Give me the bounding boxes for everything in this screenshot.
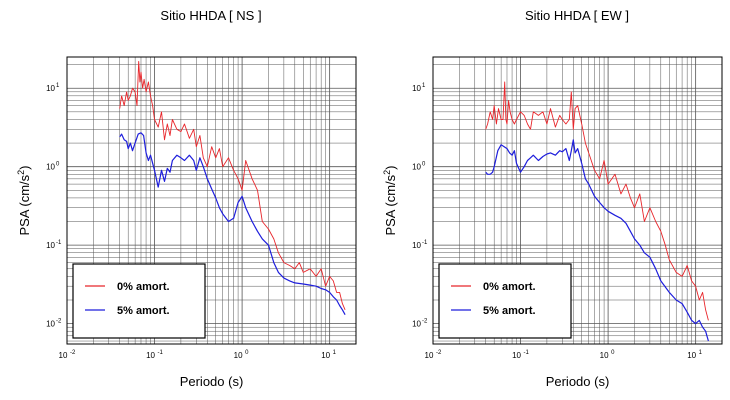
legend-label-undamped: 0% amort. <box>117 281 170 293</box>
x-tick-label: 10 <box>600 351 609 360</box>
x-tick-label: 10 <box>234 351 243 360</box>
y-tick-label: 10 <box>46 320 55 329</box>
x-tick-label: 10 <box>512 351 521 360</box>
x-axis-label: Periodo (s) <box>180 374 244 389</box>
series-line-damped <box>485 139 709 342</box>
y-tick-label: 10 <box>46 241 55 250</box>
x-tick-label: 10 <box>425 351 434 360</box>
legend-label-damped: 5% amort. <box>483 305 536 317</box>
chart-title: Sitio HHDA [ NS ] <box>160 8 261 23</box>
y-tick-exponent: -2 <box>56 319 62 325</box>
tick-labels: 10 -2 10 -1 10 0 10 110 -210 -110 010 1 <box>412 83 703 360</box>
y-axis-label: PSA (cm/s2) <box>382 165 398 235</box>
plot-frame <box>66 56 357 345</box>
y-tick-label: 10 <box>412 163 421 172</box>
x-tick-exponent: -1 <box>524 350 530 356</box>
legend: 0% amort. 5% amort. <box>72 263 206 339</box>
x-tick-exponent: -1 <box>158 350 164 356</box>
y-tick-exponent: 0 <box>422 162 426 168</box>
tick-labels: 10 -2 10 -1 10 0 10 110 -210 -110 010 1 <box>46 83 337 360</box>
x-tick-label: 10 <box>687 351 696 360</box>
series-line-undamped <box>119 60 346 310</box>
x-tick-label: 10 <box>146 351 155 360</box>
plot-frame <box>432 56 723 345</box>
x-axis-label: Periodo (s) <box>546 374 610 389</box>
chart-panel-ew: Sitio HHDA [ EW ] 10 -2 10 -1 10 0 10 110 -210 -1… <box>382 8 723 389</box>
x-tick-exponent: 0 <box>245 350 249 356</box>
y-tick-label: 10 <box>412 241 421 250</box>
y-tick-exponent: -1 <box>422 240 428 246</box>
y-tick-exponent: 0 <box>56 162 60 168</box>
x-tick-label: 10 <box>321 351 330 360</box>
y-tick-label: 10 <box>412 84 421 93</box>
x-tick-exponent: -2 <box>70 350 76 356</box>
x-tick-exponent: 0 <box>611 350 615 356</box>
series-line-undamped <box>485 81 709 321</box>
series-group <box>119 60 346 315</box>
legend: 0% amort. 5% amort. <box>438 263 572 339</box>
series-group <box>485 81 709 342</box>
chart-title: Sitio HHDA [ EW ] <box>525 8 629 23</box>
chart-panel-ns: Sitio HHDA [ NS ] 10 -2 10 -1 10 0 10 110 -210 -1… <box>16 8 357 389</box>
x-tick-exponent: -2 <box>436 350 442 356</box>
x-tick-label: 10 <box>59 351 68 360</box>
y-tick-exponent: 1 <box>422 83 426 89</box>
y-tick-label: 10 <box>46 84 55 93</box>
legend-label-damped: 5% amort. <box>117 305 170 317</box>
y-tick-exponent: -1 <box>56 240 62 246</box>
x-tick-exponent: 1 <box>699 350 703 356</box>
legend-box <box>72 263 206 339</box>
series-line-damped <box>119 132 346 315</box>
y-tick-label: 10 <box>412 320 421 329</box>
x-tick-exponent: 1 <box>333 350 337 356</box>
legend-box <box>438 263 572 339</box>
y-tick-label: 10 <box>46 163 55 172</box>
legend-label-undamped: 0% amort. <box>483 281 536 293</box>
y-tick-exponent: -2 <box>422 319 428 325</box>
y-tick-exponent: 1 <box>56 83 60 89</box>
y-axis-label: PSA (cm/s2) <box>16 165 32 235</box>
